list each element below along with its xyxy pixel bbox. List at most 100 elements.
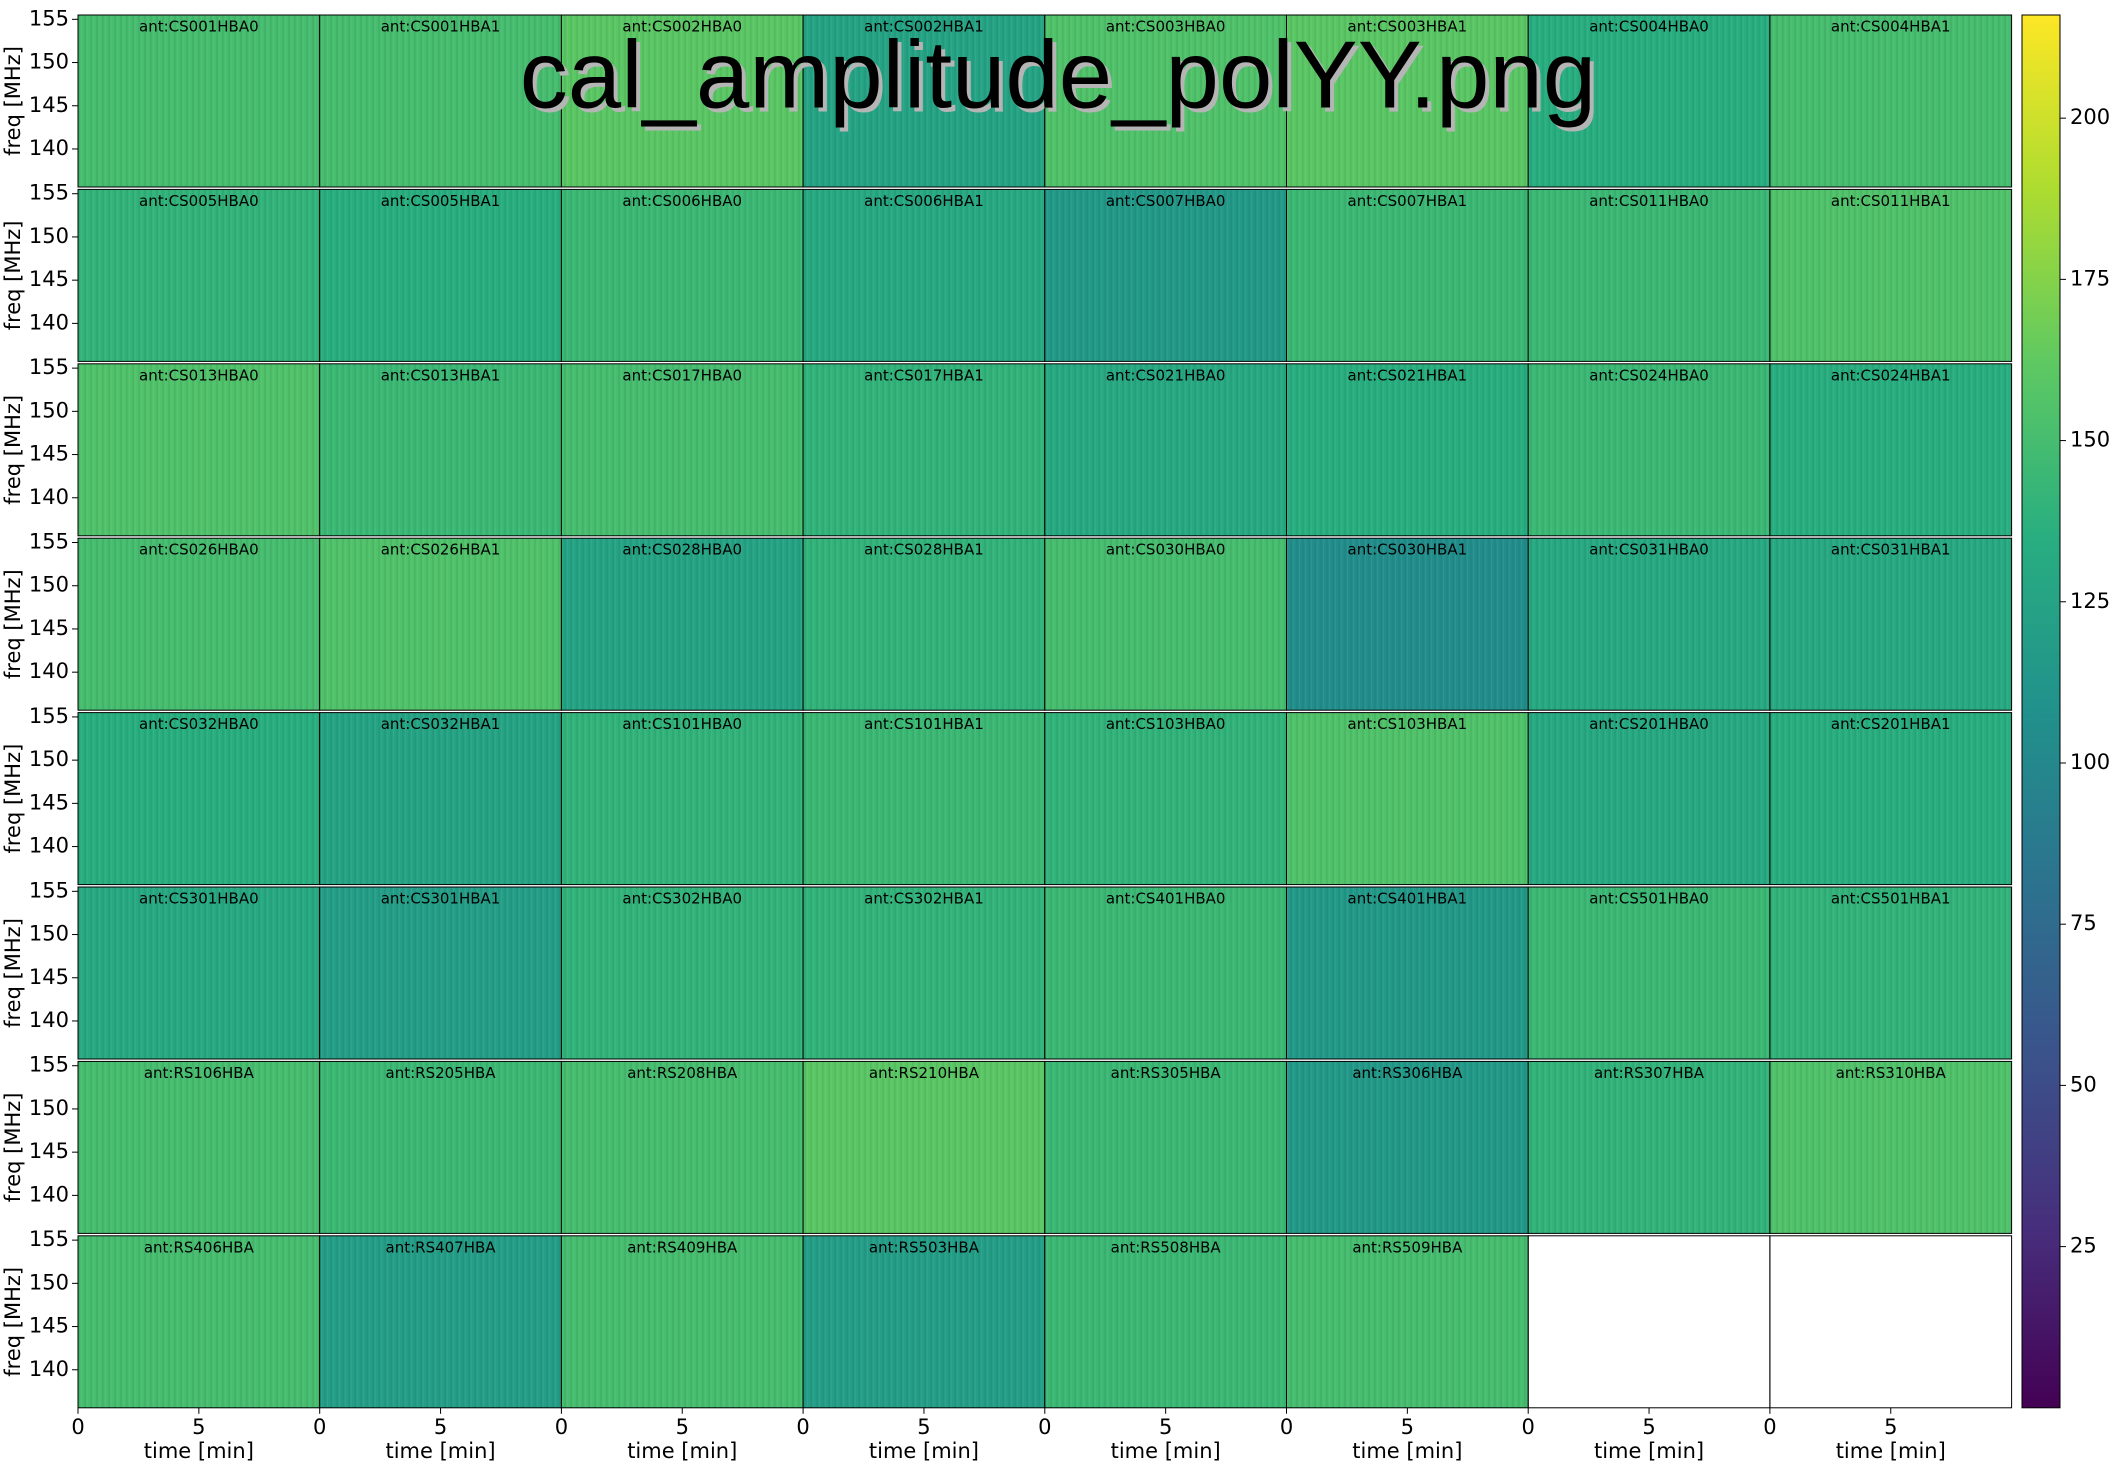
- panel-title: ant:RS406HBA: [144, 1238, 255, 1256]
- panel-title: ant:CS101HBA1: [864, 715, 984, 733]
- panel-texture: [561, 15, 804, 187]
- panel-texture: [803, 712, 1045, 885]
- x-axis-label: time [min]: [869, 1439, 979, 1463]
- panel-title: ant:CS101HBA0: [622, 715, 742, 733]
- panel-title: ant:CS024HBA0: [1589, 366, 1709, 384]
- panel-texture: [1044, 1235, 1287, 1408]
- panel-texture: [319, 1061, 562, 1234]
- panel-texture: [319, 363, 562, 536]
- x-tick-label: 0: [1280, 1415, 1293, 1439]
- y-axis-label: freq [MHz]: [1, 744, 25, 854]
- x-tick-label: 0: [1038, 1415, 1051, 1439]
- x-tick-label: 5: [1642, 1415, 1655, 1439]
- panel-title: ant:RS305HBA: [1111, 1064, 1222, 1082]
- panel-title: ant:CS401HBA0: [1106, 890, 1226, 908]
- y-tick-label: 155: [29, 1227, 69, 1251]
- y-tick-label: 150: [29, 747, 69, 771]
- panel-texture: [1528, 15, 1770, 187]
- panel-title: ant:CS201HBA1: [1831, 715, 1951, 733]
- panel-texture: [1044, 189, 1287, 362]
- panel-texture: [1769, 189, 2012, 362]
- y-tick-label: 145: [29, 442, 69, 466]
- panel-title: ant:CS103HBA1: [1348, 715, 1468, 733]
- panel-title: ant:CS011HBA1: [1831, 192, 1951, 210]
- y-tick-label: 155: [29, 878, 69, 902]
- panel-texture: [1286, 538, 1529, 711]
- y-tick-label: 140: [29, 310, 69, 334]
- y-tick-label: 155: [29, 530, 69, 554]
- panel-texture: [1528, 189, 1770, 362]
- panel-title: ant:RS208HBA: [627, 1064, 738, 1082]
- panel-title: ant:CS017HBA1: [864, 366, 984, 384]
- colorbar-tick-label: 50: [2070, 1072, 2097, 1096]
- panel-texture: [561, 363, 804, 536]
- x-tick-label: 5: [1884, 1415, 1897, 1439]
- panel-title: ant:CS013HBA1: [381, 366, 501, 384]
- y-tick-label: 150: [29, 922, 69, 946]
- panel-texture: [78, 363, 320, 536]
- panel-title: ant:RS306HBA: [1352, 1064, 1463, 1082]
- panel-texture: [1769, 712, 2012, 885]
- panel-texture: [1769, 538, 2012, 711]
- panel-texture: [803, 887, 1045, 1059]
- x-axis-label: time [min]: [1111, 1439, 1221, 1463]
- panel-texture: [1044, 538, 1287, 711]
- panel-title: ant:CS301HBA0: [139, 890, 259, 908]
- panel-texture: [1769, 1061, 2012, 1234]
- colorbar: [2021, 14, 2061, 1409]
- panel-title: ant:CS001HBA0: [139, 18, 259, 36]
- x-axis-label: time [min]: [1836, 1439, 1946, 1463]
- panel-texture: [78, 189, 320, 362]
- panel-texture: [561, 887, 804, 1059]
- panel-texture: [1286, 887, 1529, 1059]
- panel-texture: [1286, 189, 1529, 362]
- panel-texture: [1044, 887, 1287, 1059]
- panel-texture: [1044, 15, 1287, 187]
- y-tick-label: 145: [29, 1139, 69, 1163]
- y-tick-label: 145: [29, 267, 69, 291]
- panel-texture: [1286, 15, 1529, 187]
- panel-title: ant:CS002HBA0: [622, 18, 742, 36]
- y-tick-label: 140: [29, 659, 69, 683]
- x-tick-label: 0: [71, 1415, 84, 1439]
- y-tick-label: 150: [29, 573, 69, 597]
- y-tick-label: 145: [29, 790, 69, 814]
- panel-title: ant:CS032HBA1: [381, 715, 501, 733]
- y-axis-label: freq [MHz]: [1, 918, 25, 1028]
- y-tick-label: 150: [29, 398, 69, 422]
- panel-title: ant:CS007HBA1: [1348, 192, 1468, 210]
- panel-frame: [1527, 1235, 1771, 1409]
- y-axis-label: freq [MHz]: [1, 46, 25, 156]
- panel-title: ant:CS006HBA1: [864, 192, 984, 210]
- panel-frame: [1769, 1235, 2013, 1409]
- panel-texture: [1044, 1061, 1287, 1234]
- panel-title: ant:CS302HBA0: [622, 890, 742, 908]
- panel-title: ant:CS001HBA1: [381, 18, 501, 36]
- chart-title: cal_amplitude_polYY.png: [520, 21, 1596, 128]
- colorbar-tick-label: 200: [2070, 105, 2110, 129]
- panel-title: ant:CS032HBA0: [139, 715, 259, 733]
- y-tick-label: 145: [29, 93, 69, 117]
- panel-frame: [1769, 886, 2013, 1060]
- y-tick-label: 140: [29, 136, 69, 160]
- panel-title: ant:CS007HBA0: [1106, 192, 1226, 210]
- y-tick-label: 150: [29, 50, 69, 74]
- x-tick-label: 0: [555, 1415, 568, 1439]
- panel-title: ant:RS106HBA: [144, 1064, 255, 1082]
- x-tick-label: 0: [313, 1415, 326, 1439]
- panel-frame: [1769, 188, 2013, 362]
- panel-title: ant:CS005HBA0: [139, 192, 259, 210]
- y-tick-label: 155: [29, 181, 69, 205]
- panel-frame: [1769, 537, 2013, 711]
- panel-texture: [1044, 712, 1287, 885]
- x-axis-label: time [min]: [1352, 1439, 1462, 1463]
- panel-texture: [319, 887, 562, 1059]
- panel-texture: [1528, 363, 1770, 536]
- x-axis-label: time [min]: [627, 1439, 737, 1463]
- panel-texture: [1769, 15, 2012, 187]
- panel-texture: [319, 712, 562, 885]
- panel-texture: [803, 1061, 1045, 1234]
- panel-title: ant:CS302HBA1: [864, 890, 984, 908]
